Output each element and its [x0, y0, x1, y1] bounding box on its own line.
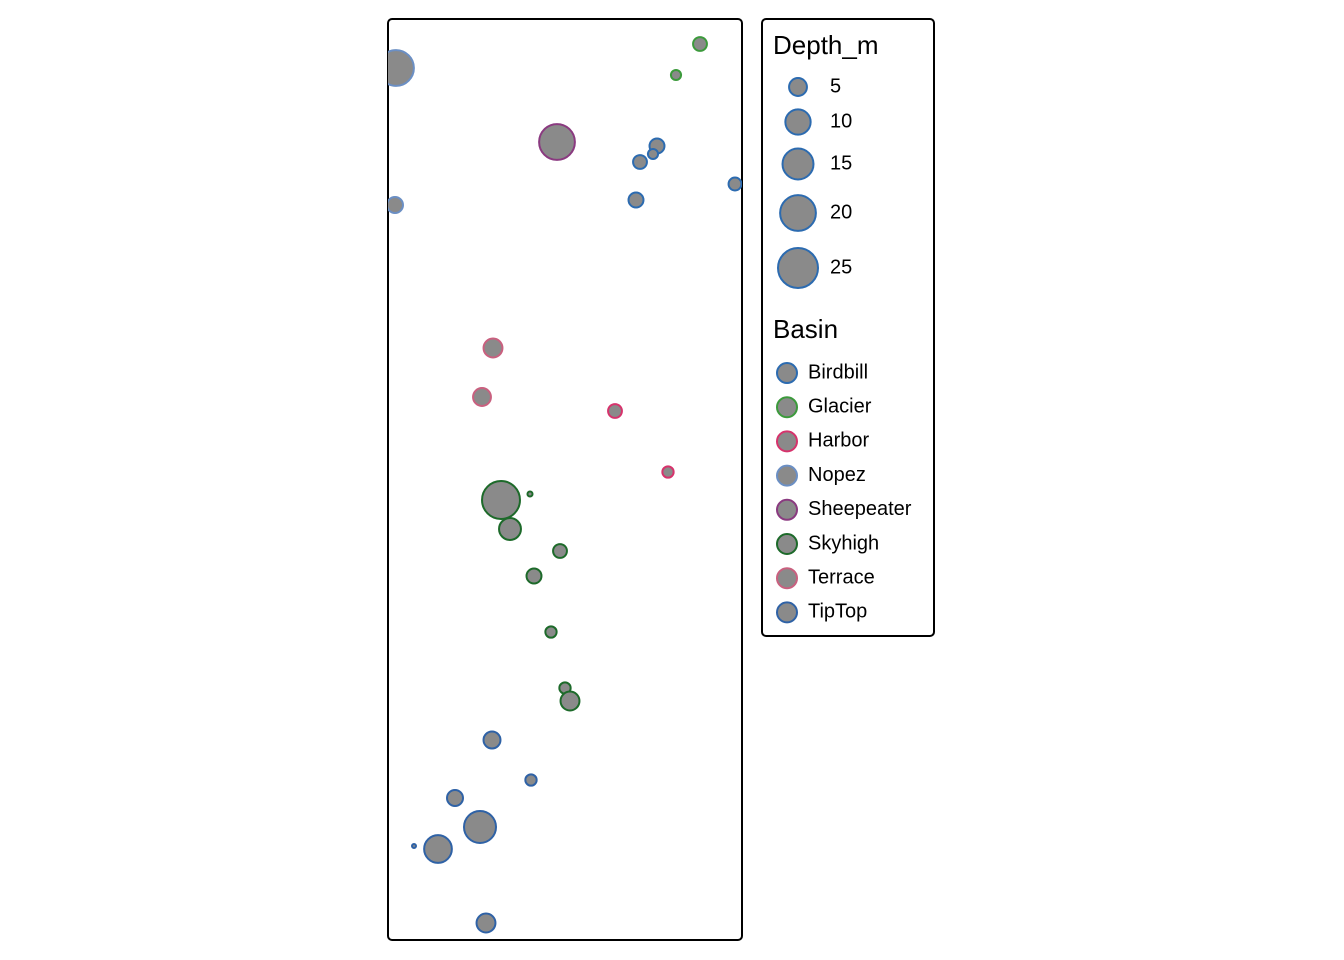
legend-symbol	[776, 464, 798, 487]
point	[524, 773, 538, 787]
size-legend-label: 15	[830, 152, 852, 174]
point	[423, 834, 453, 864]
size-legend-label: 10	[830, 110, 852, 132]
legend-label: Nopez	[808, 464, 866, 486]
point	[482, 730, 502, 750]
legend-symbol	[776, 498, 798, 521]
size-legend-symbol	[779, 194, 817, 232]
point	[463, 810, 497, 844]
legend: Birdbill Glacier Harbor Nopez Sheepeater Skyh…	[776, 75, 912, 624]
point	[446, 789, 464, 807]
point	[538, 123, 576, 161]
legend-symbol	[776, 567, 798, 590]
point	[472, 387, 492, 407]
legend-label: TipTop	[808, 601, 867, 623]
point	[475, 912, 497, 934]
point	[646, 147, 660, 161]
point	[559, 690, 581, 712]
point	[498, 517, 522, 541]
point	[526, 490, 534, 498]
legend-symbol	[776, 396, 798, 419]
legend-title: Basin	[773, 314, 838, 344]
size-legend-label: 20	[830, 201, 852, 223]
point	[552, 543, 568, 559]
point	[411, 843, 417, 849]
size-legend-label: 5	[830, 75, 841, 97]
legend-label: Terrace	[808, 566, 875, 588]
size-legend-label: 25	[830, 256, 852, 278]
legend-symbol	[776, 430, 798, 453]
point	[388, 49, 415, 87]
point	[627, 191, 645, 209]
legend-label: Skyhigh	[808, 532, 879, 554]
size-legend-symbol	[788, 77, 808, 97]
point	[661, 465, 675, 479]
point	[692, 36, 708, 52]
size-legend-symbol	[781, 147, 815, 181]
point	[481, 480, 521, 520]
point	[525, 567, 543, 585]
legend-symbol	[776, 601, 798, 624]
legend-label: Sheepeater	[808, 498, 912, 520]
size-legend-symbol	[784, 108, 812, 136]
legend-symbol	[776, 362, 798, 384]
point	[388, 196, 404, 214]
legend-label: Birdbill	[808, 361, 868, 383]
point	[544, 625, 558, 639]
legend-label: Glacier	[808, 395, 872, 417]
size-legend-symbol	[777, 247, 819, 289]
point	[607, 403, 623, 419]
size-legend-title: Depth_m	[773, 30, 879, 60]
legend-label: Harbor	[808, 430, 869, 452]
legend-symbol	[776, 533, 798, 555]
points	[388, 36, 742, 934]
point	[632, 154, 648, 170]
point	[727, 176, 742, 192]
map-frame	[387, 18, 743, 941]
point	[482, 337, 504, 359]
point	[669, 68, 683, 82]
